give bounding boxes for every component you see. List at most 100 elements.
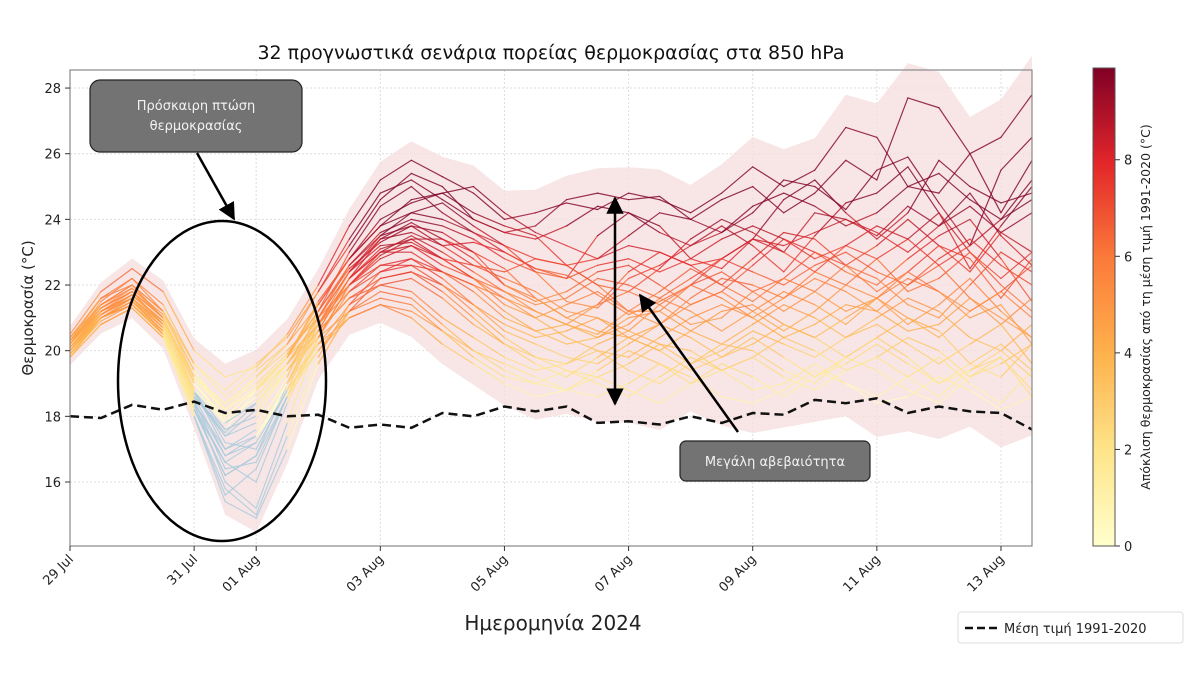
member-segment <box>1000 136 1033 171</box>
member-segment <box>565 271 599 293</box>
annotation-uncertainty: Μεγάλη αβεβαιότητα <box>606 196 871 482</box>
member-segment <box>193 392 226 437</box>
member-segment <box>348 297 381 312</box>
member-segment <box>659 195 692 220</box>
member-segment <box>845 159 878 181</box>
member-segment <box>814 185 847 211</box>
y-axis-label: Θερμοκρασία (°C) <box>19 240 37 375</box>
member-segment <box>410 245 443 266</box>
legend-box <box>957 611 1184 644</box>
member-segment <box>193 389 226 431</box>
member-segment <box>565 350 599 365</box>
member-segment <box>814 284 847 312</box>
y-tick-label: 24 <box>44 213 61 228</box>
member-segment <box>472 363 506 385</box>
member-segment <box>690 369 723 385</box>
member-segment <box>379 258 412 273</box>
member-segment <box>503 363 537 378</box>
member-segment <box>690 277 723 299</box>
member-segment <box>441 330 475 352</box>
member-segment <box>938 212 971 253</box>
member-segment <box>534 363 568 378</box>
member-segment <box>938 369 971 385</box>
member-segment <box>1000 369 1033 404</box>
member-segment <box>69 323 102 358</box>
member-segment <box>907 238 940 266</box>
member-segment <box>565 369 599 378</box>
member-segment <box>969 297 1002 319</box>
member-segment <box>752 192 785 207</box>
member-segment <box>379 212 412 237</box>
member-segment <box>131 307 164 339</box>
member-segment <box>876 369 909 391</box>
member-segment <box>441 199 475 220</box>
member-segment <box>317 264 350 312</box>
member-segment <box>224 481 257 509</box>
y-tick-label: 20 <box>44 345 61 360</box>
member-segment <box>472 231 506 253</box>
member-segment <box>286 290 319 339</box>
member-segment <box>969 185 1002 204</box>
member-segment <box>410 202 443 214</box>
member-segment <box>348 304 381 319</box>
member-segment <box>969 205 1002 234</box>
member-segment <box>534 330 568 339</box>
member-segment <box>969 382 1002 404</box>
member-segment <box>534 369 568 385</box>
member-segment <box>131 268 164 293</box>
member-segment <box>69 310 102 348</box>
member-segment <box>627 336 661 352</box>
member-segment <box>659 212 692 220</box>
member-segment <box>845 271 878 286</box>
member-segment <box>1000 192 1033 204</box>
member-segment <box>969 277 1002 312</box>
member-segment <box>876 277 909 306</box>
member-segment <box>317 238 350 293</box>
member-segment <box>410 192 443 201</box>
member-segment <box>969 251 1002 280</box>
member-segment <box>969 356 1002 378</box>
member-segment <box>659 304 692 326</box>
member-segment <box>1000 251 1033 280</box>
member-segment <box>1000 317 1033 339</box>
member-segment <box>876 317 909 339</box>
member-segment <box>1000 199 1033 220</box>
member-segment <box>752 179 785 214</box>
annotation-text: θερμοκρασίας <box>150 119 243 134</box>
x-tick-label: 01 Aug <box>220 552 263 595</box>
member-segment <box>627 369 661 385</box>
member-segment <box>1000 356 1033 398</box>
member-segment <box>162 290 195 352</box>
member-segment <box>472 185 506 214</box>
x-tick-label: 05 Aug <box>468 552 511 595</box>
member-segment <box>783 264 816 286</box>
member-segment <box>472 310 506 339</box>
member-segment <box>255 422 288 509</box>
member-segment <box>503 225 537 237</box>
member-segment <box>938 343 971 365</box>
member-segment <box>131 294 164 326</box>
member-segment <box>721 218 754 234</box>
member-segment <box>969 350 1002 371</box>
member-segment <box>348 277 381 299</box>
member-segment <box>721 205 754 234</box>
member-segment <box>1000 212 1033 234</box>
member-segment <box>876 271 909 293</box>
member-segment <box>348 205 381 253</box>
member-segment <box>659 284 692 312</box>
member-segment <box>876 284 909 312</box>
member-segment <box>752 317 785 339</box>
member-segment <box>472 277 506 299</box>
member-segment <box>1000 264 1033 286</box>
member-segment <box>690 284 723 299</box>
member-segment <box>503 212 537 220</box>
member-segment <box>131 277 164 312</box>
member-segment <box>131 290 164 319</box>
member-segment <box>627 264 661 286</box>
member-segment <box>876 271 909 299</box>
member-segment <box>752 277 785 293</box>
member-segment <box>379 179 412 194</box>
climatology-dashed-line <box>69 397 1033 431</box>
member-segment <box>472 336 506 358</box>
member-segment <box>224 363 257 391</box>
